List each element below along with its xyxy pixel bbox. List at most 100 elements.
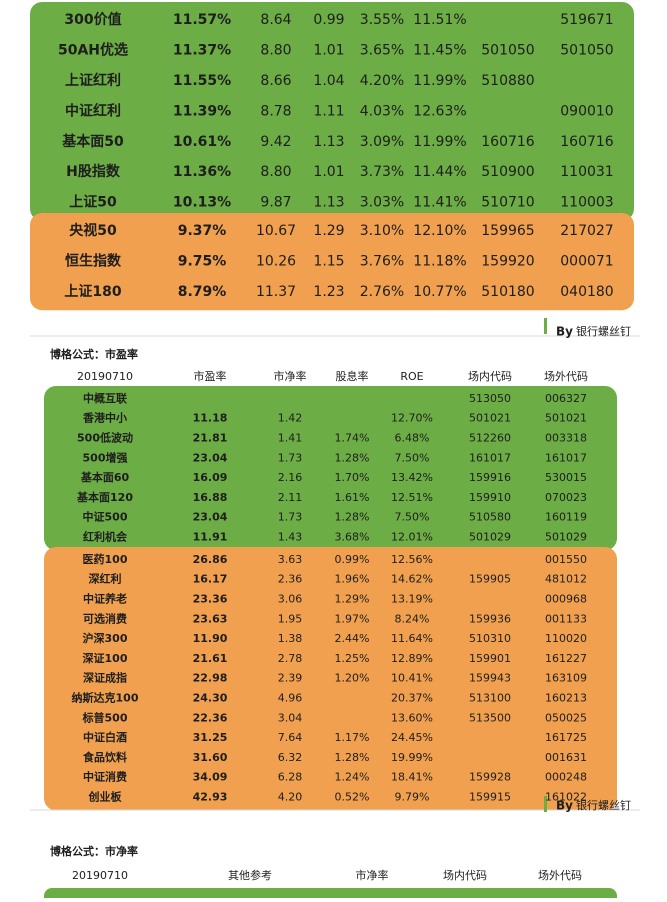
signature-bar bbox=[544, 318, 547, 334]
cell-value: 1.73 bbox=[278, 511, 303, 524]
column-header: 场外代码 bbox=[538, 868, 582, 882]
cell-value: 1.24% bbox=[335, 771, 370, 784]
cell-value: 159936 bbox=[469, 612, 511, 625]
cell-value: 23.36 bbox=[193, 593, 228, 606]
cell-value: 11.45% bbox=[413, 43, 466, 59]
column-header: 20190710 bbox=[77, 370, 133, 383]
cell-value: 10.26 bbox=[256, 254, 296, 270]
cell-value: 110020 bbox=[545, 632, 587, 645]
cell-value: 9.87 bbox=[260, 195, 291, 211]
cell-value: 001550 bbox=[545, 553, 587, 566]
cell-value: 510710 bbox=[481, 195, 534, 211]
cell-value: 2.44% bbox=[335, 632, 370, 645]
cell-value: 11.18% bbox=[413, 254, 466, 270]
index-name: 中证红利 bbox=[65, 102, 121, 119]
cell-value: 513500 bbox=[469, 711, 511, 724]
index-name: 基本面60 bbox=[80, 470, 130, 484]
cell-value: 6.28 bbox=[278, 771, 303, 784]
cell-value: 4.20% bbox=[360, 73, 404, 89]
cell-value: 159943 bbox=[469, 672, 511, 685]
cell-value: 16.88 bbox=[193, 491, 228, 504]
cell-value: 510880 bbox=[481, 73, 534, 89]
cell-value: 090010 bbox=[560, 103, 613, 119]
cell-value: 513050 bbox=[469, 392, 511, 405]
cell-value: 3.09% bbox=[360, 134, 404, 150]
cell-value: 1.29% bbox=[335, 593, 370, 606]
cell-value: 161022 bbox=[545, 791, 587, 804]
index-name: 深红利 bbox=[89, 572, 122, 586]
cell-value: 159905 bbox=[469, 573, 511, 586]
cell-value: 1.15 bbox=[313, 254, 344, 270]
cell-value: 510310 bbox=[469, 632, 511, 645]
cell-value: 2.36 bbox=[278, 573, 303, 586]
cell-value: 8.78 bbox=[260, 103, 291, 119]
cell-value: 18.41% bbox=[391, 771, 433, 784]
index-name: 中证白酒 bbox=[83, 730, 127, 744]
cell-value: 1.20% bbox=[335, 672, 370, 685]
cell-value: 001631 bbox=[545, 751, 587, 764]
cell-value: 519671 bbox=[560, 12, 613, 28]
cell-value: 1.74% bbox=[335, 432, 370, 445]
cell-value: 11.91 bbox=[193, 531, 228, 544]
cell-value: 3.04 bbox=[278, 711, 303, 724]
cell-value: 0.99% bbox=[335, 553, 370, 566]
cell-value: 161017 bbox=[545, 451, 587, 464]
cell-value: 2.39 bbox=[278, 672, 303, 685]
cell-value: 26.86 bbox=[193, 553, 228, 566]
cell-value: 000968 bbox=[545, 593, 587, 606]
cell-value: 10.77% bbox=[413, 284, 466, 300]
cell-value: 10.61% bbox=[173, 134, 231, 150]
signature-prefix: By bbox=[556, 799, 573, 813]
cell-value: 1.73 bbox=[278, 451, 303, 464]
cell-value: 12.70% bbox=[391, 412, 433, 425]
index-name: 基本面120 bbox=[76, 490, 133, 504]
index-name: 深证100 bbox=[83, 651, 128, 665]
cell-value: 6.48% bbox=[395, 432, 430, 445]
cell-value: 8.80 bbox=[260, 43, 291, 59]
index-name: 红利机会 bbox=[83, 530, 128, 544]
cell-value: 3.63 bbox=[278, 553, 303, 566]
cell-value: 3.03% bbox=[360, 195, 404, 211]
cell-value: 34.09 bbox=[193, 771, 228, 784]
cell-value: 3.76% bbox=[360, 254, 404, 270]
cell-value: 160716 bbox=[481, 134, 535, 150]
cell-value: 159915 bbox=[469, 791, 511, 804]
cell-value: 21.81 bbox=[193, 432, 228, 445]
cell-value: 6.32 bbox=[278, 751, 303, 764]
cell-value: 070023 bbox=[545, 491, 587, 504]
column-header: 市盈率 bbox=[194, 369, 227, 383]
index-name: 医药100 bbox=[83, 552, 128, 566]
index-name: 沪深300 bbox=[83, 631, 128, 645]
index-name: 中概互联 bbox=[83, 391, 127, 405]
cell-value: 13.60% bbox=[391, 711, 433, 724]
column-header: ROE bbox=[400, 370, 423, 383]
cell-value: 11.51% bbox=[413, 12, 466, 28]
cell-value: 1.04 bbox=[313, 73, 344, 89]
cell-value: 3.06 bbox=[278, 593, 303, 606]
signature-author: 银行螺丝钉 bbox=[576, 798, 631, 812]
cell-value: 3.65% bbox=[360, 43, 404, 59]
cell-value: 050025 bbox=[545, 711, 587, 724]
row-group-box bbox=[44, 547, 617, 811]
cell-value: 513100 bbox=[469, 692, 511, 705]
cell-value: 7.50% bbox=[395, 511, 430, 524]
cell-value: 1.42 bbox=[278, 412, 303, 425]
signature-prefix: By bbox=[556, 325, 573, 339]
cell-value: 0.99 bbox=[313, 12, 344, 28]
index-name: 香港中小 bbox=[82, 411, 127, 425]
cell-value: 14.62% bbox=[391, 573, 433, 586]
cell-value: 000071 bbox=[560, 254, 613, 270]
cell-value: 530015 bbox=[545, 471, 587, 484]
cell-value: 159910 bbox=[469, 491, 511, 504]
cell-value: 11.18 bbox=[193, 412, 228, 425]
cell-value: 13.42% bbox=[391, 471, 433, 484]
index-name: 深证成指 bbox=[83, 671, 127, 685]
cell-value: 11.57% bbox=[173, 12, 231, 28]
cell-value: 217027 bbox=[560, 223, 613, 239]
cell-value: 8.24% bbox=[395, 612, 430, 625]
index-name: 纳斯达克100 bbox=[72, 691, 139, 705]
cell-value: 24.45% bbox=[391, 731, 433, 744]
cell-value: 23.63 bbox=[193, 612, 228, 625]
cell-value: 22.98 bbox=[193, 672, 228, 685]
cell-value: 11.36% bbox=[173, 164, 231, 180]
